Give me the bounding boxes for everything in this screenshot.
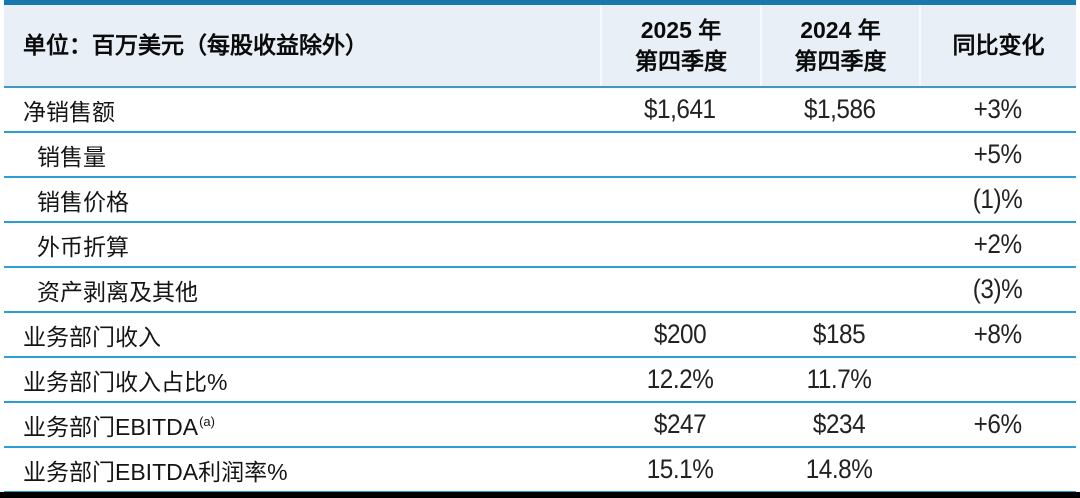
value-q4-2024: 14.8% [760,448,919,491]
value-q4-2024 [760,223,919,266]
value-text: $185 [813,319,866,349]
value-text: +6% [973,409,1022,439]
row-label-text: 业务部门EBITDA(a) [23,408,215,442]
q4-2025-line2: 第四季度 [635,47,727,74]
header-unit-label: 单位：百万美元（每股收益除外） [4,5,600,86]
value-q4-2024 [760,268,919,311]
value-text: $1,641 [644,94,716,124]
value-text: 11.7% [807,364,872,394]
value-q4-2025: 12.2% [600,358,760,401]
value-text: (1)% [972,184,1023,214]
table-row-net-sales: 净销售额 $1,641 $1,586 +3% [4,88,1076,133]
q4-2024-header-text: 2024 年 第四季度 [795,15,887,76]
table-row-fx-translation: 外币折算 +2% [4,223,1076,268]
header-col-yoy: 同比变化 [919,5,1076,86]
table-row-segment-ebitda-margin: 业务部门EBITDA利润率% 15.1% 14.8% [4,448,1076,493]
value-q4-2025 [600,178,760,221]
value-text: +5% [973,139,1022,169]
unit-label-text: 单位：百万美元（每股收益除外） [23,32,368,59]
row-label-text: 资产剥离及其他 [37,278,198,305]
value-q4-2025 [600,133,760,176]
table-top-border [4,0,1076,5]
row-label: 资产剥离及其他 [4,268,600,311]
row-label-text: 业务部门收入占比% [23,368,228,395]
value-q4-2025: 15.1% [600,448,760,491]
row-label: 业务部门收入 [4,313,600,356]
value-yoy [919,448,1076,491]
ebitda-label: 业务部门EBITDA [23,413,199,440]
value-yoy: +2% [919,223,1076,266]
table-row-sales-volume: 销售量 +5% [4,133,1076,178]
header-col-q4-2025: 2025 年 第四季度 [600,5,760,86]
value-q4-2025 [600,268,760,311]
value-text: $234 [813,409,866,439]
value-yoy: +8% [919,313,1076,356]
yoy-header-text: 同比变化 [952,32,1045,59]
row-label-text: 业务部门收入 [23,323,161,350]
row-label-text: 销售价格 [37,188,129,215]
q4-2025-header-text: 2025 年 第四季度 [635,15,727,76]
row-label-text: 业务部门EBITDA利润率% [23,458,288,485]
row-label: 业务部门EBITDA(a) [4,403,600,446]
bottom-black-bar [0,492,1080,498]
quarterly-results-table: 单位：百万美元（每股收益除外） 2025 年 第四季度 2024 年 第四季度 … [4,0,1076,498]
value-q4-2024: $234 [760,403,919,446]
table-row-segment-income: 业务部门收入 $200 $185 +8% [4,313,1076,358]
value-text: +3% [973,94,1022,124]
row-label-text: 销售量 [37,143,106,170]
value-q4-2024: $1,586 [760,88,919,131]
row-label-text: 外币折算 [37,233,129,260]
header-col-q4-2024: 2024 年 第四季度 [760,5,919,86]
value-q4-2025: $200 [600,313,760,356]
value-q4-2025: $247 [600,403,760,446]
value-text: $1,586 [803,94,876,124]
value-text: 12.2% [646,364,714,394]
row-label: 销售量 [4,133,600,176]
row-label: 业务部门收入占比% [4,358,600,401]
table-header-row: 单位：百万美元（每股收益除外） 2025 年 第四季度 2024 年 第四季度 … [4,5,1076,88]
value-q4-2024 [760,133,919,176]
row-label-text: 净销售额 [23,98,115,125]
value-yoy: +5% [919,133,1076,176]
value-q4-2024: $185 [760,313,919,356]
row-label: 外币折算 [4,223,600,266]
value-q4-2024: 11.7% [760,358,919,401]
value-yoy: (1)% [919,178,1076,221]
value-text: $247 [653,409,707,439]
value-text: $200 [653,319,707,349]
value-text: 15.1% [646,454,714,484]
value-yoy [919,358,1076,401]
table-row-segment-ebitda: 业务部门EBITDA(a) $247 $234 +6% [4,403,1076,448]
q4-2024-line2: 第四季度 [794,47,887,74]
value-text: (3)% [972,274,1023,304]
value-text: +8% [973,319,1022,349]
value-q4-2025 [600,223,760,266]
row-label: 业务部门EBITDA利润率% [4,448,600,491]
q4-2025-line1: 2025 年 [640,17,722,44]
value-q4-2025: $1,641 [600,88,760,131]
q4-2024-line1: 2024 年 [800,17,881,44]
row-label: 净销售额 [4,88,600,131]
value-text: +2% [973,229,1022,259]
value-yoy: (3)% [919,268,1076,311]
table-row-divestitures-other: 资产剥离及其他 (3)% [4,268,1076,313]
row-label: 销售价格 [4,178,600,221]
value-text: 14.8% [806,454,873,484]
value-yoy: +6% [919,403,1076,446]
table-row-sales-price: 销售价格 (1)% [4,178,1076,223]
footnote-marker: (a) [199,413,215,429]
table-row-segment-income-pct: 业务部门收入占比% 12.2% 11.7% [4,358,1076,403]
value-yoy: +3% [919,88,1076,131]
value-q4-2024 [760,178,919,221]
